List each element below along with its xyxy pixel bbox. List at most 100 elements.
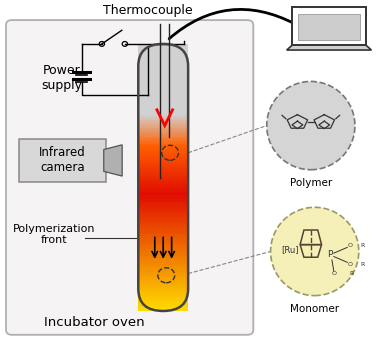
Bar	[138, 295, 188, 297]
Bar	[138, 135, 188, 137]
Bar	[138, 274, 188, 275]
Bar	[138, 192, 188, 193]
Bar	[138, 224, 188, 226]
Bar	[138, 234, 188, 236]
Text: P: P	[327, 250, 333, 259]
Bar	[138, 131, 188, 133]
Bar	[138, 108, 188, 110]
Bar	[138, 220, 188, 222]
Ellipse shape	[267, 81, 355, 170]
Bar	[138, 149, 188, 151]
Bar	[138, 309, 188, 311]
Bar	[138, 101, 188, 103]
Bar	[138, 231, 188, 233]
Text: Polymer: Polymer	[290, 178, 332, 188]
Bar	[138, 47, 188, 49]
Text: Infrared
camera: Infrared camera	[39, 146, 86, 175]
Bar	[138, 247, 188, 249]
Text: Polymerization
front: Polymerization front	[13, 224, 95, 245]
Bar	[138, 44, 188, 46]
Bar	[138, 250, 188, 252]
Bar	[138, 229, 188, 231]
Bar	[138, 106, 188, 108]
Bar	[138, 302, 188, 304]
Bar	[138, 172, 188, 174]
Bar	[138, 263, 188, 265]
Bar	[138, 87, 188, 88]
Bar	[138, 85, 188, 87]
Bar	[138, 105, 188, 106]
Bar	[138, 300, 188, 302]
Text: [Ru]: [Ru]	[281, 245, 298, 254]
Bar	[138, 304, 188, 306]
Bar	[138, 206, 188, 208]
Bar	[138, 254, 188, 256]
Bar	[138, 156, 188, 158]
Bar	[138, 110, 188, 111]
Bar	[138, 204, 188, 206]
Bar	[138, 289, 188, 292]
Bar	[138, 115, 188, 117]
Bar	[138, 176, 188, 177]
Bar	[138, 81, 188, 83]
Bar	[138, 162, 188, 163]
Bar	[138, 258, 188, 259]
Bar	[138, 284, 188, 286]
Bar	[138, 97, 188, 99]
Bar	[138, 119, 188, 120]
Bar	[138, 103, 188, 105]
Bar	[138, 256, 188, 258]
Bar	[138, 46, 188, 47]
Bar	[138, 120, 188, 122]
Text: R: R	[349, 271, 353, 276]
Bar	[138, 199, 188, 201]
Bar	[138, 137, 188, 138]
Bar	[138, 74, 188, 76]
Bar	[138, 65, 188, 67]
Bar	[138, 202, 188, 204]
Bar	[138, 49, 188, 51]
Bar	[138, 201, 188, 202]
Text: O    R: O R	[348, 262, 366, 267]
Bar	[138, 170, 188, 172]
Bar	[138, 165, 188, 167]
Bar	[138, 83, 188, 85]
Text: Monomer: Monomer	[290, 304, 339, 314]
Bar	[138, 167, 188, 168]
Bar	[138, 241, 188, 243]
Bar	[138, 69, 188, 71]
Bar	[138, 186, 188, 188]
Bar	[138, 185, 188, 186]
Bar	[138, 188, 188, 190]
Text: Incubator oven: Incubator oven	[44, 316, 144, 329]
Bar	[138, 80, 188, 81]
Bar	[138, 90, 188, 92]
Bar	[138, 238, 188, 240]
Bar	[138, 243, 188, 245]
Bar	[138, 281, 188, 283]
Bar	[138, 245, 188, 247]
FancyBboxPatch shape	[293, 7, 366, 45]
Bar	[138, 128, 188, 129]
Bar	[138, 153, 188, 154]
Bar	[138, 277, 188, 279]
Bar	[138, 58, 188, 60]
Bar	[138, 211, 188, 213]
Bar	[138, 275, 188, 277]
Bar	[138, 179, 188, 181]
Bar	[138, 252, 188, 254]
Bar	[138, 159, 188, 162]
Bar	[138, 147, 188, 149]
Bar	[138, 306, 188, 307]
Polygon shape	[287, 44, 372, 50]
Bar	[138, 142, 188, 144]
Bar	[138, 190, 188, 192]
Bar	[138, 195, 188, 197]
Bar	[138, 138, 188, 140]
Bar	[138, 268, 188, 270]
Bar	[138, 111, 188, 113]
Bar	[138, 158, 188, 159]
Bar	[138, 53, 188, 55]
Bar	[138, 88, 188, 90]
Bar	[138, 270, 188, 272]
